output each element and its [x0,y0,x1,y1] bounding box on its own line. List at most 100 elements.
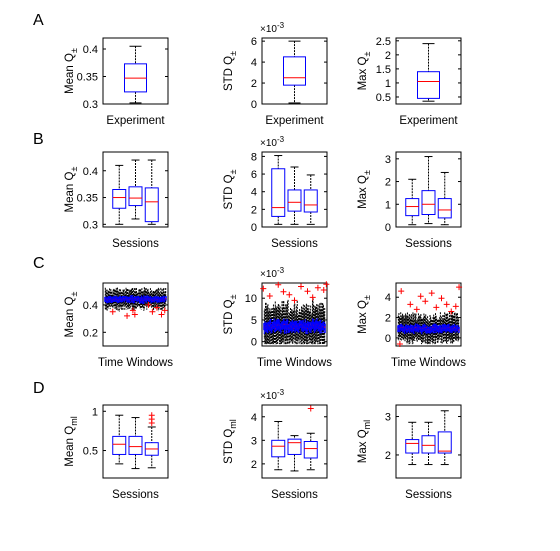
box [271,439,286,458]
y-tick-label: 4 [385,292,391,304]
x-axis-label: Time Windows [257,357,332,369]
outlier-point [413,306,420,313]
y-axis-label: Mean Qml [64,416,79,466]
outlier-point [286,291,293,298]
axes-frame [261,404,328,479]
y-tick-label: 6 [251,36,257,48]
outlier-point [452,303,459,310]
y-tick-label: 4 [251,57,257,69]
subplot-b-3: 0 1 2 3 Max Q± Sessions [357,151,462,250]
x-axis-label: Sessions [112,238,159,250]
y-axis-label: STD Q± [223,294,238,334]
outlier-point [433,304,440,311]
y-tick-label: 5 [251,315,257,327]
y-tick-label: 1.5 [376,64,391,76]
x-axis-label: Experiment [399,115,458,127]
box [421,435,436,454]
y-tick-label: 4 [251,187,257,199]
x-axis-label: Sessions [405,489,452,501]
y-axis-label: Mean Q± [64,167,79,213]
outlier-point [280,288,287,295]
box [405,439,420,454]
y-tick-label: 0.5 [376,92,391,104]
outlier-point [422,298,429,305]
y-tick-label: 2 [385,450,391,462]
axes-frame [395,151,462,228]
box [405,198,420,217]
outlier-point [320,286,327,293]
y-tick-label: 0 [385,222,391,234]
box [112,189,127,209]
x-axis-label: Sessions [271,489,318,501]
axes-frame [102,151,169,228]
outlier-point [148,412,155,419]
y-tick-label: 3 [385,154,391,166]
y-axis-label: Mean Q± [64,292,79,338]
y-tick-label: 0.4 [83,300,98,312]
outlier-point [291,297,298,304]
box [287,189,302,212]
y-tick-label: 0 [385,333,391,345]
outlier-point [161,307,168,314]
outlier-point [396,340,403,347]
y-tick-label: 4 [251,412,257,424]
axes-frame [102,282,169,347]
box [287,438,302,455]
outlier-point [109,308,116,315]
y-axis-label: STD Q± [223,169,238,209]
box [144,187,159,223]
exponent-label: ×10-3 [260,266,285,280]
y-tick-label: 10 [245,293,257,305]
subplot-d-2: 2 3 4×10-3 STD Qml Sessions [223,388,328,501]
outlier-point [124,312,131,319]
axes-frame [395,404,462,479]
box [271,168,286,217]
y-axis-label: Max Q± [357,52,372,91]
x-axis-label: Sessions [405,238,452,250]
y-tick-label: 8 [251,151,257,163]
box [303,441,318,459]
outlier-point [428,290,435,297]
box [421,190,436,216]
y-tick-label: 0.35 [77,193,98,205]
panel-label-b: B [33,131,44,148]
y-tick-label: 2 [251,459,257,471]
outlier-point [149,308,156,315]
outlier-point [129,307,136,314]
y-tick-label: 0.3 [83,219,98,231]
y-tick-label: 2 [385,313,391,325]
y-tick-label: 0 [251,222,257,234]
axes-frame [261,282,328,347]
subplot-c-3: 0 2 4 Max Q± Time Windows [357,282,466,369]
box [437,198,452,219]
x-axis-label: Experiment [265,115,324,127]
y-tick-label: 2 [385,50,391,62]
y-tick-label: 1 [385,78,391,90]
box [283,56,306,86]
y-tick-label: 2.5 [376,36,391,48]
y-tick-label: 0.4 [83,166,98,178]
panel-label-d: D [33,380,45,397]
exponent-label: ×10-3 [260,388,285,402]
outlier-point [304,288,311,295]
outlier-point [309,294,316,301]
subplot-b-2: 0 2 4 6 8×10-3 STD Q± Sessions [223,135,328,250]
subplot-a-1: 0.3 0.35 0.4 Mean Q± Experiment [64,37,169,127]
y-tick-label: 2 [251,204,257,216]
y-tick-label: 0.35 [77,72,98,84]
outlier-point [266,293,273,300]
box [128,186,143,207]
axes-frame [102,404,169,479]
y-axis-label: STD Qml [223,419,238,464]
outlier-point [298,283,304,290]
axes-frame [395,282,462,347]
y-axis-label: STD Q± [223,51,238,91]
outlier-point [145,301,152,308]
x-axis-label: Experiment [106,115,165,127]
subplot-c-2: 0 5 10 ×10-3 STD Q± Time Windows [223,266,332,369]
y-tick-label: 1 [92,406,98,418]
outlier-point [323,281,330,288]
y-axis-label: Max Qml [357,420,372,463]
y-tick-label: 0.3 [83,99,98,111]
